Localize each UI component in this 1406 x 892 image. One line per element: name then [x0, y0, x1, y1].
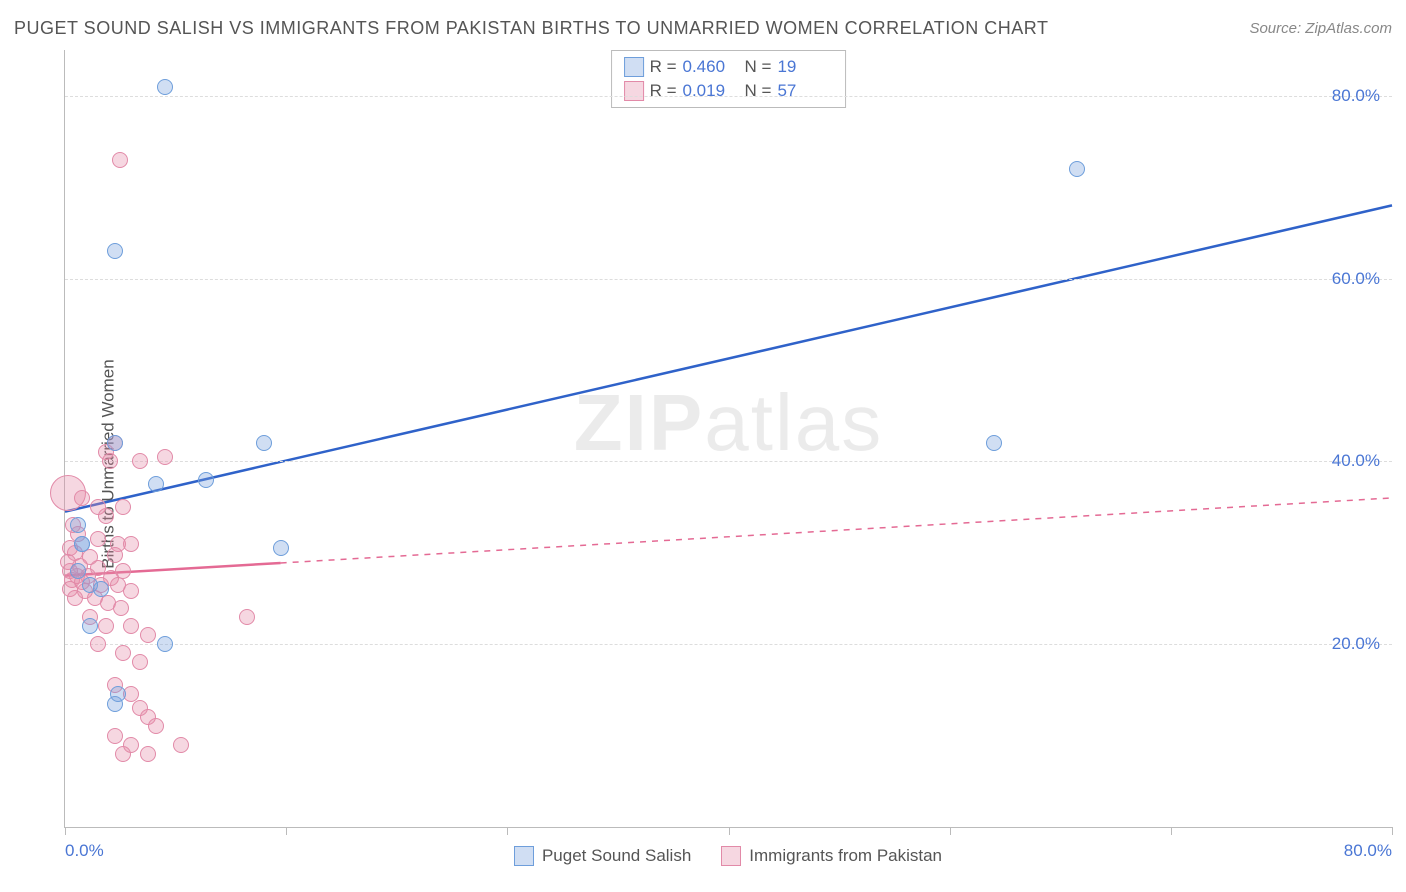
x-tick — [65, 827, 66, 835]
series-legend: Puget Sound Salish Immigrants from Pakist… — [64, 846, 1392, 866]
data-point-pakistan — [140, 746, 156, 762]
data-point-pakistan — [102, 453, 118, 469]
legend-item-pakistan: Immigrants from Pakistan — [721, 846, 942, 866]
y-tick-label: 60.0% — [1332, 269, 1380, 289]
corr-r-label: R = — [650, 81, 677, 101]
corr-n-label: N = — [745, 81, 772, 101]
corr-row-salish: R = 0.460 N =19 — [624, 55, 834, 79]
chart-header: PUGET SOUND SALISH VS IMMIGRANTS FROM PA… — [14, 18, 1392, 39]
y-tick-label: 20.0% — [1332, 634, 1380, 654]
x-tick — [1171, 827, 1172, 835]
x-tick — [507, 827, 508, 835]
corr-row-pakistan: R = 0.019 N =57 — [624, 79, 834, 103]
data-point-salish — [70, 517, 86, 533]
data-point-salish — [93, 581, 109, 597]
corr-r-label: R = — [650, 57, 677, 77]
data-point-pakistan — [115, 645, 131, 661]
y-tick-label: 40.0% — [1332, 451, 1380, 471]
data-point-pakistan — [132, 453, 148, 469]
data-point-salish — [157, 79, 173, 95]
x-tick — [950, 827, 951, 835]
data-point-pakistan — [98, 508, 114, 524]
gridline — [65, 461, 1392, 462]
data-point-salish — [986, 435, 1002, 451]
data-point-pakistan — [115, 499, 131, 515]
data-point-salish — [107, 243, 123, 259]
data-point-salish — [74, 536, 90, 552]
data-point-salish — [198, 472, 214, 488]
data-point-pakistan — [74, 490, 90, 506]
data-point-salish — [157, 636, 173, 652]
corr-n-value: 19 — [777, 57, 833, 77]
gridline — [65, 96, 1392, 97]
watermark: ZIPatlas — [574, 377, 883, 469]
trendline-dashed-pakistan — [281, 498, 1392, 563]
legend-swatch-icon — [721, 846, 741, 866]
data-point-pakistan — [123, 536, 139, 552]
data-point-salish — [110, 686, 126, 702]
data-point-pakistan — [67, 590, 83, 606]
correlation-legend: R = 0.460 N =19 R = 0.019 N =57 — [611, 50, 847, 108]
corr-n-value: 57 — [777, 81, 833, 101]
data-point-pakistan — [90, 531, 106, 547]
data-point-salish — [107, 435, 123, 451]
source-label: Source: ZipAtlas.com — [1249, 20, 1392, 37]
data-point-pakistan — [123, 583, 139, 599]
data-point-pakistan — [148, 718, 164, 734]
data-point-pakistan — [173, 737, 189, 753]
corr-r-value: 0.019 — [683, 81, 739, 101]
data-point-pakistan — [113, 600, 129, 616]
data-point-salish — [273, 540, 289, 556]
legend-swatch-icon — [624, 81, 644, 101]
x-tick — [1392, 827, 1393, 835]
data-point-salish — [82, 618, 98, 634]
legend-item-salish: Puget Sound Salish — [514, 846, 691, 866]
legend-swatch-icon — [624, 57, 644, 77]
data-point-pakistan — [112, 152, 128, 168]
legend-swatch-icon — [514, 846, 534, 866]
legend-label: Immigrants from Pakistan — [749, 846, 942, 866]
data-point-pakistan — [107, 547, 123, 563]
plot-area: ZIPatlas R = 0.460 N =19 R = 0.019 N =57 20.0… — [64, 50, 1392, 828]
legend-label: Puget Sound Salish — [542, 846, 691, 866]
trendline-salish — [65, 205, 1392, 511]
data-point-salish — [70, 563, 86, 579]
chart-container: Births to Unmarried Women ZIPatlas R =0.… — [14, 50, 1392, 878]
gridline — [65, 279, 1392, 280]
gridline — [65, 644, 1392, 645]
data-point-pakistan — [115, 746, 131, 762]
data-point-salish — [1069, 161, 1085, 177]
data-point-pakistan — [157, 449, 173, 465]
data-point-salish — [256, 435, 272, 451]
y-tick-label: 80.0% — [1332, 86, 1380, 106]
corr-r-value: 0.460 — [683, 57, 739, 77]
x-tick — [286, 827, 287, 835]
data-point-pakistan — [123, 618, 139, 634]
data-point-pakistan — [107, 728, 123, 744]
data-point-pakistan — [132, 654, 148, 670]
data-point-pakistan — [90, 636, 106, 652]
chart-title: PUGET SOUND SALISH VS IMMIGRANTS FROM PA… — [14, 18, 1048, 39]
x-tick — [729, 827, 730, 835]
data-point-pakistan — [98, 618, 114, 634]
data-point-pakistan — [140, 627, 156, 643]
data-point-salish — [148, 476, 164, 492]
corr-n-label: N = — [745, 57, 772, 77]
data-point-pakistan — [239, 609, 255, 625]
